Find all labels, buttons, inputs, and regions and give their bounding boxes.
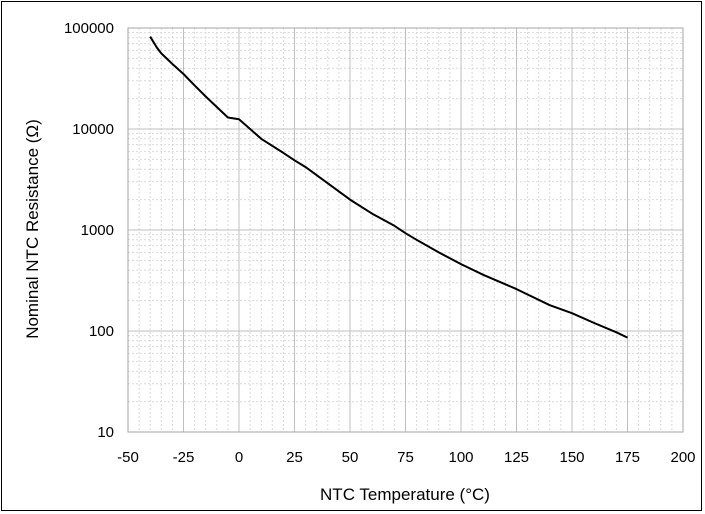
x-tick-label: -25 (173, 449, 195, 466)
y-tick-label: 10000 (72, 121, 114, 138)
series-line (149, 36, 628, 339)
x-tick-label: -50 (117, 449, 139, 466)
x-tick-label: 50 (342, 449, 359, 466)
y-tick-label: 100 (89, 323, 114, 340)
x-tick-label: 100 (448, 449, 473, 466)
y-tick-labels: 10 100 1000 10000 100000 (64, 20, 114, 441)
major-gridlines (127, 27, 684, 433)
y-tick-label: 1000 (81, 222, 114, 239)
series-group (149, 36, 628, 339)
x-tick-label: 200 (670, 449, 695, 466)
x-tick-labels: -50 -25 0 25 50 75 100 125 150 175 200 (117, 449, 695, 466)
plot-area (127, 27, 684, 433)
x-tick-label: 25 (286, 449, 303, 466)
x-axis-title: NTC Temperature (°C) (320, 485, 490, 504)
y-tick-label: 10 (97, 424, 114, 441)
x-tick-label: 150 (559, 449, 584, 466)
y-axis-title: Nominal NTC Resistance (Ω) (23, 119, 42, 339)
x-tick-label: 175 (615, 449, 640, 466)
x-tick-label: 125 (504, 449, 529, 466)
y-tick-label: 100000 (64, 20, 114, 37)
x-tick-label: 75 (397, 449, 414, 466)
x-tick-label: 0 (235, 449, 243, 466)
